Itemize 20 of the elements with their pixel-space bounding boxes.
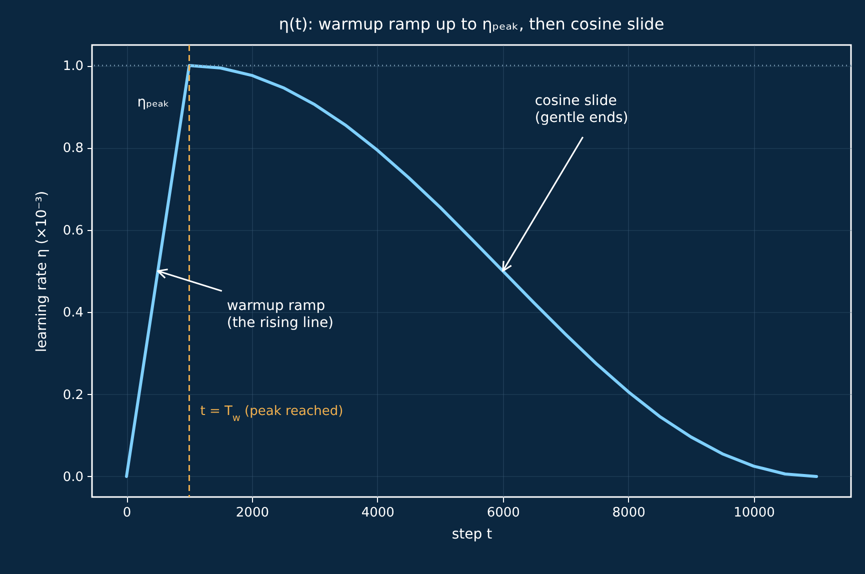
x-tick-label: 6000 [486, 506, 520, 520]
chart-title: η(t): warmup ramp up to ηₚₑₐₖ, then cosine slide [278, 14, 664, 34]
annotation: warmup ramp (the rising line) [226, 298, 334, 331]
y-tick-label: 0.6 [62, 223, 84, 238]
ref-line-label: t = T$_{w}$ (peak reached) [200, 404, 344, 424]
x-tick-label: 0 [122, 506, 132, 520]
x-tick-label: 4000 [361, 506, 394, 520]
x-tick-label: 8000 [612, 506, 646, 520]
y-axis-title: learning rate η (×10⁻³) [34, 190, 50, 352]
x-tick-label: 2000 [236, 506, 269, 520]
y-tick-label: 0.0 [62, 470, 84, 485]
y-tick-label: 0.4 [62, 306, 84, 321]
y-tick-label: 1.0 [62, 59, 84, 74]
line-series [125, 64, 818, 478]
x-axis-title: step t [452, 526, 493, 542]
y-tick-label: 0.8 [62, 141, 84, 156]
x-tick-label: 10000 [734, 506, 775, 520]
annotation: ηₚₑₐₖ [137, 94, 170, 111]
annotation: cosine slide (gentle ends) [534, 93, 628, 126]
y-tick-label: 0.2 [62, 388, 84, 403]
